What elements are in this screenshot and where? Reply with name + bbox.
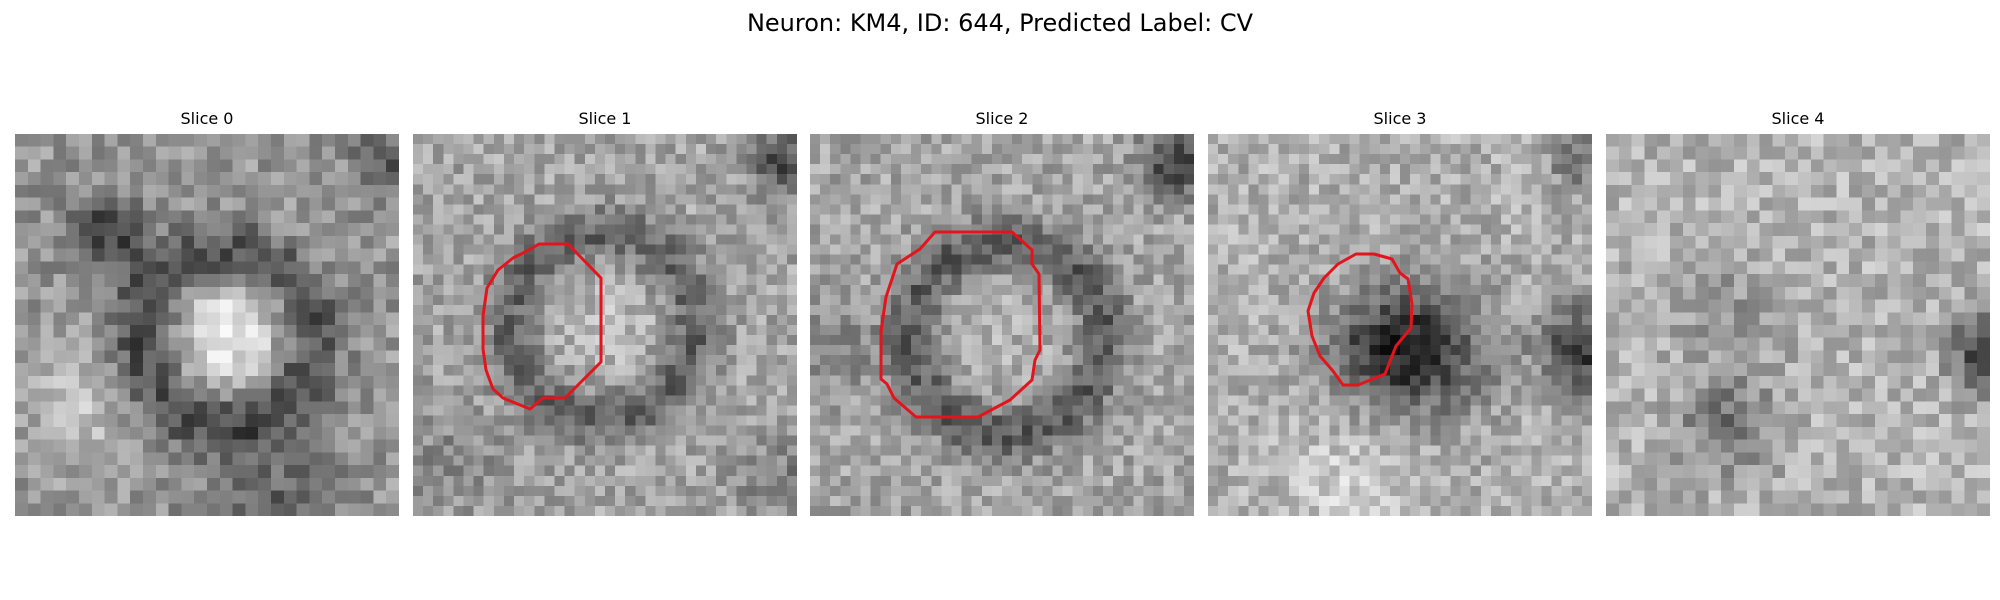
slice-panel-4: Slice 4: [1606, 108, 1990, 516]
slice-panel-2: Slice 2: [810, 108, 1194, 516]
slice-panel-1: Slice 1: [413, 108, 797, 516]
slice-title: Slice 0: [180, 109, 234, 128]
slice-image: [810, 134, 1194, 516]
slice-image: [413, 134, 797, 516]
slice-panel-0: Slice 0: [15, 108, 399, 516]
slice-image: [1606, 134, 1990, 516]
slice-title: Slice 3: [1373, 109, 1427, 128]
slice-image: [15, 134, 399, 516]
figure-title: Neuron: KM4, ID: 644, Predicted Label: C…: [746, 9, 1254, 37]
slice-panel-3: Slice 3: [1208, 108, 1592, 516]
slice-image: [1208, 134, 1592, 516]
slice-title: Slice 4: [1771, 109, 1825, 128]
slice-title: Slice 2: [975, 109, 1029, 128]
slice-title: Slice 1: [578, 109, 632, 128]
